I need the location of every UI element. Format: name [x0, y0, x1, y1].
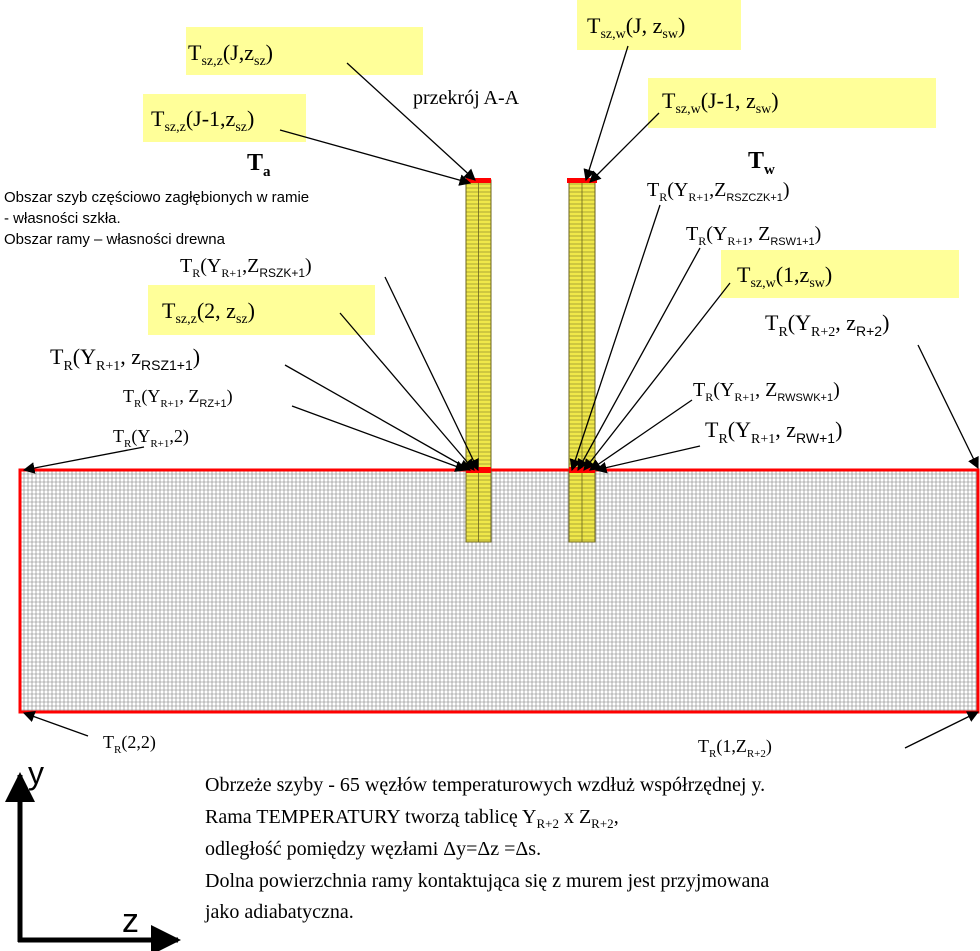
arrow-rsw1: [577, 247, 701, 472]
label-tszz-j1: Tsz,z(J-1,zsz): [151, 106, 254, 135]
arrow-r-yr2: [917, 344, 979, 470]
label-tr-rsz1: TR(YR+1, zRSZ1+1): [50, 344, 200, 374]
arrow-rz: [291, 405, 468, 472]
label-tr-rw: TR(YR+1, zRW+1): [705, 417, 842, 447]
label-tr-1-zr2: TR(1,ZR+2): [698, 736, 772, 760]
pointer-arrows: [22, 45, 980, 749]
arrow-rw: [594, 445, 701, 474]
region-legend: Obszar szyb częściowo zagłębionych w ram…: [4, 189, 309, 248]
arrow-tszz-j: [346, 62, 476, 181]
arrow-rsz1: [284, 364, 472, 471]
label-tr-rwswk: TR(YR+1, ZRWSWK+1): [693, 379, 840, 404]
legend-line-2: - własności szkła.: [4, 210, 121, 227]
label-tr-rszczk: TR(YR+1,ZRSZCZK+1): [647, 179, 790, 204]
label-box-tszw-1: [721, 250, 959, 298]
label-tr-2-2: TR(2,2): [103, 732, 156, 756]
arrow-r-2: [22, 446, 145, 474]
glass-left-top-edge: [466, 178, 491, 183]
label-tr-rsw1: TR(YR+1, ZRSW1+1): [686, 223, 821, 248]
label-tszw-j1: Tsz,w(J-1, zsw): [662, 88, 779, 117]
arrow-tszz-j1: [279, 129, 472, 186]
label-tr-2: TR(YR+1,2): [113, 426, 189, 450]
glass-right-top-edge: [567, 178, 597, 183]
y-axis-label: y: [28, 755, 44, 791]
label-tszw-j: Tsz,w(J, zsw): [587, 13, 685, 42]
z-axis-label: z: [122, 902, 139, 940]
glass-pane-left: [465, 178, 492, 543]
arrow-r-2-2: [22, 711, 89, 737]
legend-line-1: Obszar szyb częściowo zagłębionych w ram…: [4, 189, 309, 206]
arrow-tszw-j: [583, 45, 629, 182]
label-tr-rz: TR(YR+1, ZRZ+1): [123, 386, 233, 410]
label-box-tszz-j: [186, 27, 423, 75]
label-box-tszw-j1: [648, 78, 936, 128]
side-label-ta: Ta: [247, 150, 271, 180]
note-line-1: Obrzeże szyby - 65 węzłów temperaturowyc…: [205, 774, 765, 796]
arrow-rszczk: [569, 204, 661, 472]
coordinate-axes: y z: [4, 755, 181, 951]
note-line-2: Rama TEMPERATURY tworzą tablicę YR+2 x Z…: [205, 806, 619, 831]
description-notes: Obrzeże szyby - 65 węzłów temperaturowyc…: [204, 774, 769, 923]
arrow-r-1-zr2: [904, 711, 980, 749]
arrow-rszk: [384, 276, 479, 472]
arrow-rwswk: [589, 399, 693, 471]
section-label: przekrój A-A: [413, 87, 520, 109]
note-line-4: Dolna powierzchnia ramy kontaktująca się…: [205, 870, 769, 892]
label-box-tszw-j: [577, 0, 741, 50]
glass-pane-right: [567, 178, 597, 543]
note-line-5: jako adiabatyczna.: [204, 901, 354, 923]
label-tszw-1: Tsz,w(1,zsw): [737, 262, 832, 291]
frame-border: [18, 468, 980, 714]
arrow-tszw-j1: [589, 112, 660, 183]
label-tszz-j: Tsz,z(J,zsz): [188, 40, 273, 69]
label-box-tszz-2: [148, 285, 375, 335]
note-line-3: odległość pomiędzy węzłami Δy=Δz =Δs.: [205, 838, 541, 860]
arrow-tszz-2: [339, 312, 475, 471]
arrow-tszw-1: [583, 282, 731, 471]
label-box-tszz-j1: [143, 94, 306, 142]
label-tr-rszk: TR(YR+1,ZRSZK+1): [180, 255, 312, 280]
label-tr-yr2: TR(YR+2, zR+2): [765, 310, 889, 340]
side-label-tw: Tw: [748, 148, 775, 178]
legend-line-3: Obszar ramy – własności drewna: [4, 231, 226, 248]
frame-region: [18, 468, 980, 714]
label-tszz-2: Tsz,z(2, zsz): [162, 298, 255, 327]
